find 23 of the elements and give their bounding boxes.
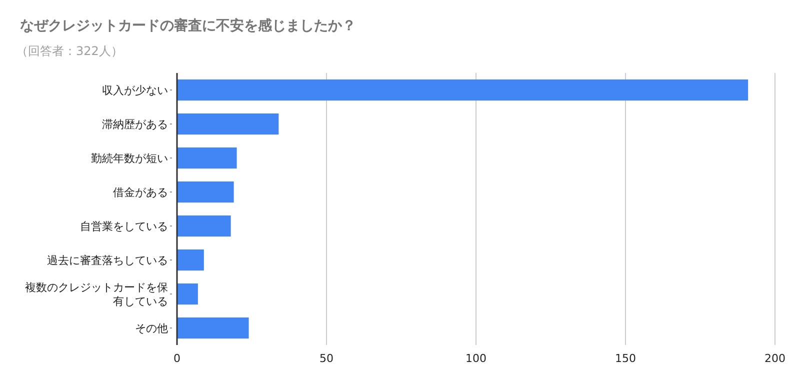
y-tick-label: 借金がある: [113, 186, 168, 199]
y-tick-label: その他: [135, 322, 168, 335]
bar: [177, 79, 748, 101]
x-tick-label: 0: [174, 352, 180, 365]
x-tick-label: 50: [320, 352, 334, 365]
x-tick-label: 150: [615, 352, 636, 365]
y-tick-label: 自営業をしている: [80, 220, 168, 233]
y-tick-label: 勤続年数が短い: [91, 152, 168, 165]
bar: [177, 147, 237, 169]
bar: [177, 317, 249, 339]
bar: [177, 249, 204, 271]
text: （回答者：322人）: [16, 44, 123, 58]
y-tick-label: 収入が少ない: [102, 84, 168, 97]
y-tick-label: 過去に審査落ちしている: [47, 254, 168, 267]
bar: [177, 113, 279, 135]
y-tick-label: 複数のクレジットカードを保有している: [25, 281, 168, 308]
chart-title: なぜクレジットカードの審査に不安を感じましたか？: [20, 17, 356, 34]
bar: [177, 283, 198, 305]
x-tick-label: 100: [466, 352, 486, 365]
x-tick-label: 200: [764, 352, 786, 365]
bar: [177, 181, 234, 203]
bar: [177, 215, 231, 237]
y-tick-label: 滞納歴がある: [102, 118, 168, 131]
